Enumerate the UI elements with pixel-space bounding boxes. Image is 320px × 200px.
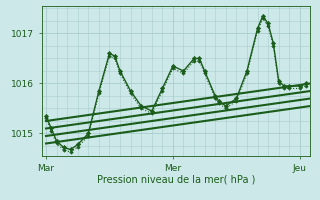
X-axis label: Pression niveau de la mer( hPa ): Pression niveau de la mer( hPa ) bbox=[97, 174, 255, 184]
